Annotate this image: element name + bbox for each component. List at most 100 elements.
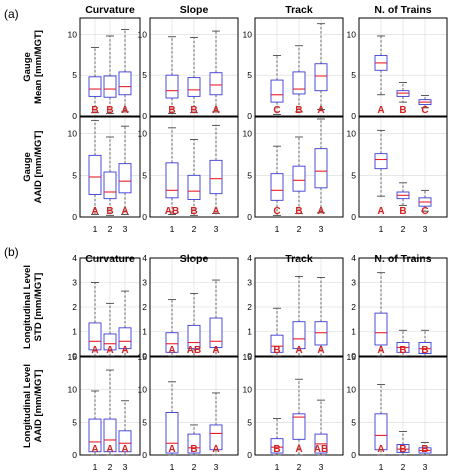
box-iqr	[165, 162, 179, 199]
x-tick-label: 1	[93, 462, 98, 472]
y-axis-label: Longitudinal Level	[22, 364, 33, 448]
subplot: 0 5 10 C B A	[243, 17, 344, 121]
box-2: B	[396, 182, 410, 217]
x-tick-label: 3	[123, 462, 128, 472]
x-tick-label: 1	[170, 224, 175, 234]
group-letter: B	[190, 206, 197, 217]
box-3: A	[118, 29, 132, 116]
group-letter: B	[421, 444, 428, 455]
x-tick-label: 3	[214, 224, 219, 234]
y-tick-label: 1	[72, 327, 77, 337]
subplot: 0 5 10 15 A B A 1 2 3	[138, 352, 239, 472]
group-letter: A	[212, 206, 219, 217]
x-tick-label: 3	[214, 462, 219, 472]
group-letter: A	[121, 345, 128, 356]
y-tick-label: 3	[247, 278, 252, 288]
y-tick-label: 10	[347, 129, 357, 139]
box-iqr	[374, 153, 388, 170]
subplot-frame	[79, 17, 141, 117]
box-iqr	[209, 424, 223, 451]
box-iqr	[187, 77, 201, 97]
box-3: AB	[314, 399, 328, 456]
y-tick-label: 2	[351, 302, 356, 312]
box-3: A	[209, 124, 223, 217]
box-2: B	[396, 431, 410, 456]
y-tick-label: 5	[72, 70, 77, 80]
y-tick-label: 10	[68, 129, 78, 139]
subplot-frame	[358, 116, 448, 218]
y-tick-label: 4	[142, 253, 147, 263]
box-2: B	[396, 82, 410, 116]
x-tick-label: 3	[423, 462, 428, 472]
group-letter: B	[399, 206, 406, 217]
y-tick-label: 10	[243, 385, 253, 395]
box-2: AB	[187, 293, 201, 357]
group-letter: A	[91, 206, 98, 217]
y-tick-label: 0	[72, 351, 77, 361]
y-tick-label: 3	[72, 278, 77, 288]
x-tick-label: 3	[319, 462, 324, 472]
box-1: A	[374, 272, 388, 357]
subplot-frame	[358, 17, 448, 117]
box-3: C	[418, 189, 432, 217]
subplot-frame	[254, 17, 344, 117]
y-tick-label: 0	[142, 111, 147, 121]
subplot-frame	[149, 116, 239, 218]
box-iqr	[270, 334, 284, 353]
y-tick-label: 5	[142, 417, 147, 427]
group-letter: B	[399, 345, 406, 356]
y-tick-label: 15	[138, 352, 148, 362]
box-iqr	[118, 163, 132, 194]
box-iqr	[165, 74, 179, 99]
y-tick-label: 5	[72, 170, 77, 180]
box-1: A	[88, 282, 102, 357]
box-3: A	[209, 392, 223, 456]
group-letter: A	[377, 206, 384, 217]
subplot: 0 5 10 A B C 1 2 3	[347, 116, 448, 234]
y-tick-label: 0	[247, 450, 252, 460]
group-letter: A	[121, 444, 128, 455]
y-tick-label: 5	[142, 70, 147, 80]
y-tick-label: 5	[351, 170, 356, 180]
subplot: 0 5 10 15 A B B 1 2 3	[347, 352, 448, 472]
y-axis-label: Gauge	[22, 52, 33, 82]
subplot: 0 5 10 C B A 1 2 3	[243, 116, 344, 234]
y-tick-label: 10	[243, 29, 253, 39]
x-tick-label: 2	[297, 462, 302, 472]
box-iqr	[88, 322, 102, 351]
group-letter: A	[212, 105, 219, 116]
panel-label-b: (b)	[4, 245, 19, 259]
box-3: A	[118, 290, 132, 357]
box-2: B	[396, 329, 410, 357]
y-tick-label: 10	[138, 385, 148, 395]
box-iqr	[396, 444, 410, 453]
y-tick-label: 0	[72, 212, 77, 222]
subplot: 0 5 10 A B C	[347, 17, 448, 121]
y-tick-label: 0	[142, 351, 147, 361]
y-tick-label: 0	[351, 212, 356, 222]
box-3: B	[418, 442, 432, 456]
group-letter: A	[317, 345, 324, 356]
x-tick-label: 3	[319, 224, 324, 234]
box-3: B	[418, 329, 432, 357]
box-iqr	[209, 317, 223, 348]
box-3: A	[314, 23, 328, 116]
y-tick-label: 3	[351, 278, 356, 288]
y-tick-label: 0	[142, 450, 147, 460]
group-letter: C	[421, 206, 428, 217]
group-letter: A	[121, 206, 128, 217]
box-iqr	[270, 79, 284, 103]
box-2: A	[292, 378, 306, 456]
group-letter: C	[273, 105, 280, 116]
box-iqr	[103, 171, 117, 200]
group-letter: A	[121, 105, 128, 116]
y-tick-label: 10	[347, 385, 357, 395]
y-axis-label: STD [mm/MGT]	[33, 273, 44, 342]
group-letter: C	[273, 206, 280, 217]
y-tick-label: 0	[247, 212, 252, 222]
x-tick-label: 2	[108, 462, 113, 472]
group-letter: B	[295, 206, 302, 217]
group-letter: B	[106, 206, 113, 217]
